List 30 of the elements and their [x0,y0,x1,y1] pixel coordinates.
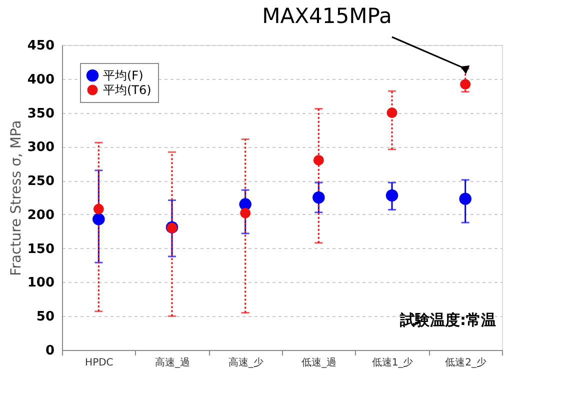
point [93,204,104,214]
y-tick-label: 450 [27,38,54,54]
y-tick-label: 100 [27,276,54,291]
y-tick-label: 250 [27,174,54,190]
point [386,189,398,202]
y-tick-label: 50 [36,310,54,325]
y-tick-label: 350 [27,106,54,122]
legend-label: 平均(F) [103,68,144,82]
x-tick-label: 高速_過 [155,356,190,368]
point [312,191,325,204]
point [460,79,471,90]
y-tick-label: 400 [27,72,54,88]
point [240,208,251,218]
annotation: MAX415MPa [262,4,392,28]
x-tick-label: 低速1_少 [372,356,414,368]
x-tick-label: 低速2_少 [445,356,487,368]
y-tick-label: 200 [27,208,54,223]
x-tick-label: HPDC [85,358,114,368]
legend-label: 平均(T6) [103,83,152,97]
point [459,192,472,205]
point [386,108,398,118]
y-tick-label: 300 [27,140,54,156]
y-axis-title: Fracture Stress σ, MPa [8,120,24,276]
y-tick-label: 0 [45,344,54,358]
point [92,213,105,226]
x-tick-label: 高速_少 [228,356,264,368]
annotation: 試験温度:常温 [399,311,496,329]
y-tick-label: 150 [27,242,54,257]
x-tick-label: 低速_過 [302,356,337,368]
point [313,154,324,166]
